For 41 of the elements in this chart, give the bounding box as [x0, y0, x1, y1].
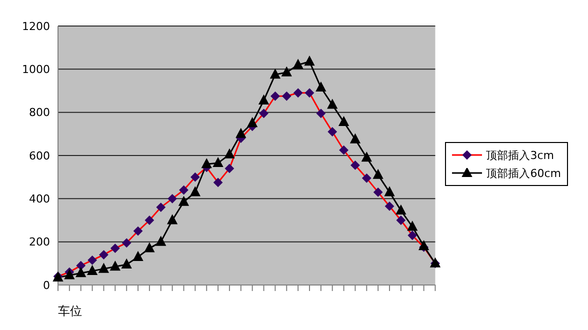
y-tick-label: 1200	[22, 20, 50, 33]
legend-label: 顶部插入3cm	[486, 148, 554, 162]
point	[373, 169, 384, 179]
legend-label: 顶部插入60cm	[486, 166, 561, 180]
point	[247, 118, 258, 128]
point	[236, 128, 246, 138]
point	[122, 258, 132, 268]
point	[87, 265, 98, 275]
point	[190, 186, 200, 196]
point	[293, 59, 304, 69]
point	[384, 186, 395, 196]
y-tick-label: 200	[29, 236, 50, 249]
point	[64, 270, 74, 280]
point	[224, 148, 234, 158]
point	[213, 158, 224, 168]
point	[133, 251, 144, 261]
point	[258, 94, 269, 104]
point	[316, 82, 326, 92]
x-axis-title: 车位	[58, 304, 82, 318]
point	[407, 221, 418, 231]
y-tick-label: 600	[29, 149, 50, 162]
point	[202, 158, 212, 168]
point	[76, 268, 86, 278]
point	[362, 152, 372, 162]
point	[270, 69, 280, 79]
y-tick-label: 0	[43, 278, 50, 292]
point	[144, 242, 154, 252]
y-tick-label: 800	[29, 106, 50, 120]
point	[167, 214, 178, 224]
point	[156, 236, 166, 246]
y-tick-label: 1000	[22, 63, 50, 76]
point	[110, 261, 120, 271]
point	[98, 263, 109, 273]
point	[282, 66, 292, 76]
point	[327, 99, 338, 109]
point	[350, 134, 360, 144]
point	[396, 205, 406, 215]
point	[304, 56, 314, 66]
point	[338, 116, 349, 126]
point	[178, 196, 189, 206]
y-tick-label: 400	[29, 192, 50, 206]
